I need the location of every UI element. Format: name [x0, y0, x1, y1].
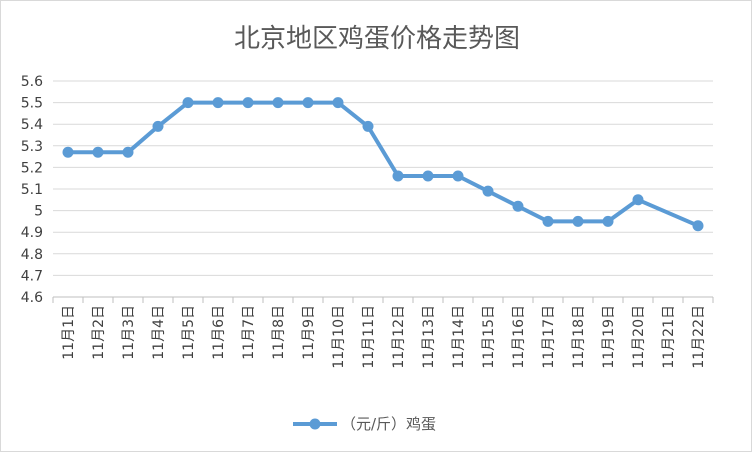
y-tick-label: 5.1: [21, 182, 43, 198]
y-tick-label: 4.8: [21, 247, 43, 263]
legend-marker-point: [309, 418, 321, 430]
data-point: [572, 215, 584, 227]
data-point: [632, 194, 644, 206]
y-tick-label: 5.5: [21, 96, 43, 112]
x-tick-label: 11月22日: [691, 305, 707, 369]
data-point: [302, 97, 314, 109]
y-tick-label: 4.6: [21, 290, 43, 306]
data-point: [182, 97, 194, 109]
chart-title: 北京地区鸡蛋价格走势图: [234, 24, 520, 54]
gridlines: [53, 80, 713, 276]
x-tick-label: 11月12日: [391, 305, 407, 369]
x-tick-label: 11月7日: [241, 305, 257, 360]
x-tick-label: 11月9日: [301, 305, 317, 360]
x-axis: [52, 296, 714, 303]
y-tick-label: 4.9: [21, 225, 43, 241]
x-tick-label: 11月13日: [421, 305, 437, 369]
y-tick-label: 4.7: [21, 268, 43, 284]
series-lines: [66, 100, 700, 228]
x-tick-label: 11月10日: [331, 305, 347, 369]
data-point: [512, 200, 524, 212]
series-line: [66, 100, 700, 228]
data-point: [272, 97, 284, 109]
data-point: [452, 170, 464, 182]
x-tick-label: 11月8日: [271, 305, 287, 360]
data-point: [422, 170, 434, 182]
x-tick-label: 11月19日: [601, 305, 617, 369]
x-tick-label: 11月3日: [121, 305, 137, 360]
data-point: [212, 97, 224, 109]
legend: （元/斤）鸡蛋: [293, 415, 436, 433]
x-tick-label: 11月2日: [91, 305, 107, 360]
data-point: [482, 185, 494, 197]
data-point: [92, 146, 104, 158]
y-tick-label: 5.6: [21, 74, 43, 90]
x-tick-labels: 11月1日 11月2日 11月3日 11月4日 11月5日 11月6日 11月7日 11月8日…: [61, 305, 707, 369]
series-points: [62, 97, 704, 232]
x-tick-label: 11月14日: [451, 305, 467, 369]
y-tick-label: 5.4: [21, 117, 43, 133]
data-point: [332, 97, 344, 109]
data-point: [242, 97, 254, 109]
x-tick-label: 11月6日: [211, 305, 227, 360]
y-tick-label: 5.3: [21, 139, 43, 155]
data-point: [602, 215, 614, 227]
data-point: [122, 146, 134, 158]
data-point: [692, 220, 704, 232]
y-tick-label: 5.2: [21, 160, 43, 176]
data-point: [392, 170, 404, 182]
x-tick-label: 11月20日: [631, 305, 647, 369]
x-tick-label: 11月16日: [511, 305, 527, 369]
data-point: [152, 120, 164, 132]
x-tick-label: 11月17日: [541, 305, 557, 369]
x-tick-label: 11月1日: [61, 305, 77, 360]
y-axis: 4.6 4.7 4.8 4.9 5 5.1 5.2 5.3 5.4 5.5 5.6: [21, 74, 43, 306]
data-point: [362, 120, 374, 132]
x-tick-label: 11月5日: [181, 305, 197, 360]
x-tick-label: 11月21日: [661, 305, 677, 369]
x-tick-label: 11月18日: [571, 305, 587, 369]
legend-entry: （元/斤）鸡蛋: [341, 415, 436, 433]
data-point: [542, 215, 554, 227]
x-tick-label: 11月11日: [361, 305, 377, 369]
y-tick-label: 5: [34, 204, 43, 220]
x-tick-label: 11月15日: [481, 305, 497, 369]
data-point: [62, 146, 74, 158]
x-tick-label: 11月4日: [151, 305, 167, 360]
